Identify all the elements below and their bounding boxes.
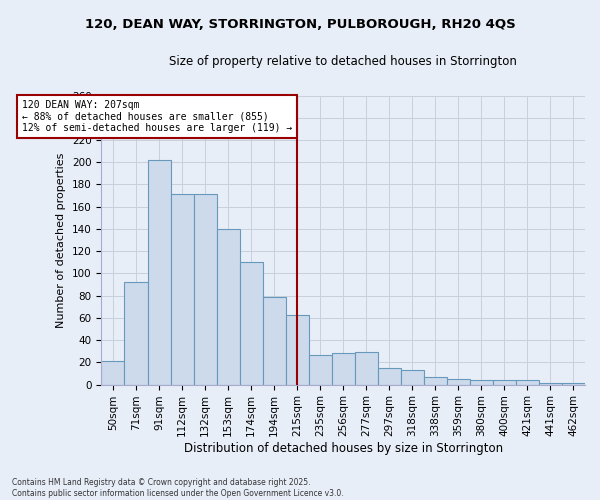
Text: 120 DEAN WAY: 207sqm
← 88% of detached houses are smaller (855)
12% of semi-deta: 120 DEAN WAY: 207sqm ← 88% of detached h… xyxy=(22,100,293,133)
Bar xyxy=(516,380,539,384)
Bar xyxy=(378,368,401,384)
Bar xyxy=(332,354,355,384)
Bar xyxy=(263,297,286,384)
Bar xyxy=(493,380,516,384)
Bar xyxy=(148,160,170,384)
Bar xyxy=(424,377,447,384)
Bar xyxy=(239,262,263,384)
Bar xyxy=(355,352,378,384)
Title: Size of property relative to detached houses in Storrington: Size of property relative to detached ho… xyxy=(169,55,517,68)
Bar xyxy=(401,370,424,384)
Bar xyxy=(286,314,308,384)
Text: 120, DEAN WAY, STORRINGTON, PULBOROUGH, RH20 4QS: 120, DEAN WAY, STORRINGTON, PULBOROUGH, … xyxy=(85,18,515,30)
Bar xyxy=(170,194,194,384)
X-axis label: Distribution of detached houses by size in Storrington: Distribution of detached houses by size … xyxy=(184,442,503,455)
Y-axis label: Number of detached properties: Number of detached properties xyxy=(56,152,67,328)
Bar xyxy=(470,380,493,384)
Bar xyxy=(447,379,470,384)
Text: Contains HM Land Registry data © Crown copyright and database right 2025.
Contai: Contains HM Land Registry data © Crown c… xyxy=(12,478,344,498)
Bar xyxy=(101,362,124,384)
Bar xyxy=(124,282,148,384)
Bar xyxy=(308,354,332,384)
Bar xyxy=(194,194,217,384)
Bar xyxy=(217,229,239,384)
